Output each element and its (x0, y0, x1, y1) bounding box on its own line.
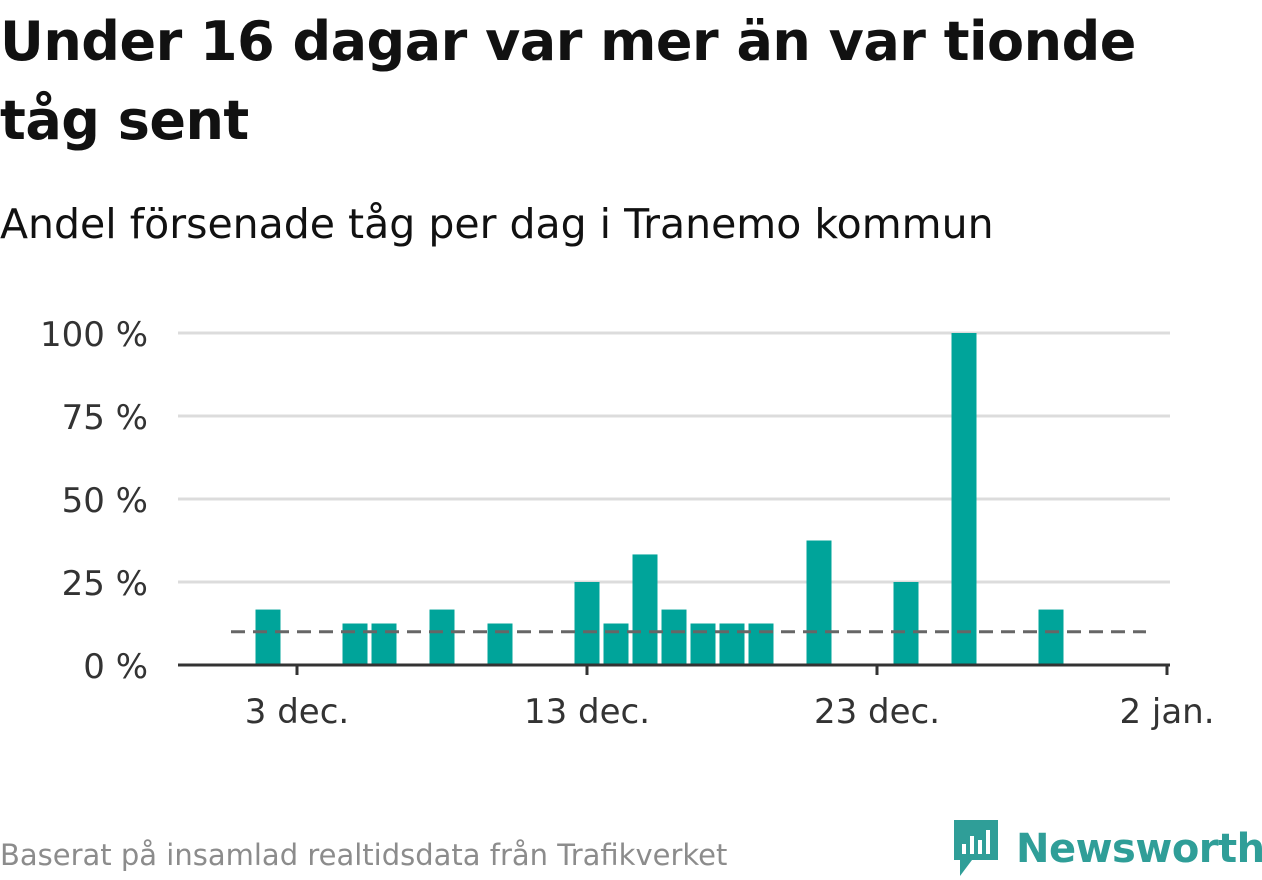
bar (806, 540, 832, 665)
bar (342, 623, 368, 665)
newsworthy-logo-icon (954, 820, 998, 876)
bar (951, 333, 977, 665)
bar (371, 623, 397, 665)
bar (487, 623, 513, 665)
bar (1038, 609, 1064, 665)
x-tick-label: 13 dec. (524, 692, 650, 732)
y-axis-labels: 0 % 25 % 50 % 75 % 100 % (40, 315, 148, 687)
x-axis: 3 dec. 13 dec. 23 dec. 2 jan. (178, 663, 1215, 732)
y-tick-label: 100 % (40, 315, 148, 355)
brand-logo: Newsworthy (950, 818, 1262, 880)
bar (893, 582, 919, 665)
chart-subtitle: Andel försenade tåg per dag i Tranemo ko… (0, 200, 994, 248)
bar (690, 623, 716, 665)
bar (748, 623, 774, 665)
bars (255, 333, 1064, 665)
x-tick-label: 3 dec. (245, 692, 349, 732)
chart-title: Under 16 dagar var mer än var tionde tåg… (0, 10, 1136, 152)
y-tick-label: 75 % (62, 398, 148, 438)
x-tick-label: 23 dec. (814, 692, 940, 732)
x-tick-label: 2 jan. (1119, 692, 1214, 732)
y-tick-label: 25 % (62, 564, 148, 604)
gridlines (178, 331, 1170, 584)
bar-chart: 0 % 25 % 50 % 75 % 100 % 3 dec. 13 dec. 23 dec… (40, 315, 1215, 732)
bar (255, 609, 281, 665)
source-note: Baserat på insamlad realtidsdata från Tr… (0, 838, 728, 872)
y-tick-label: 50 % (62, 481, 148, 521)
brand-name: Newsworthy (1016, 826, 1262, 872)
bar (719, 623, 745, 665)
bar (661, 609, 687, 665)
bar (632, 554, 658, 665)
y-tick-label: 0 % (83, 647, 148, 687)
bar (603, 623, 629, 665)
bar (429, 609, 455, 665)
bar (574, 582, 600, 665)
